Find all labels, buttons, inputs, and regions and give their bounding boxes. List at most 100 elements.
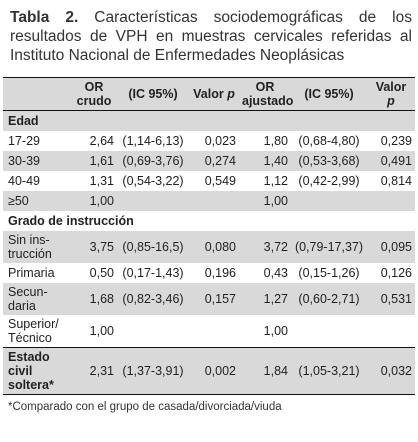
header-cell: Valor p xyxy=(367,78,415,111)
cell: 0,157 xyxy=(204,291,236,306)
cell: 0,491 xyxy=(380,153,412,168)
empty-cell xyxy=(117,315,189,348)
table-row: Sin ins- trucción 3,75 (0,85-16,5) 0,080 3,7… xyxy=(3,230,415,263)
row-label: 17-29 xyxy=(8,133,40,148)
header-cell: OR ajustado xyxy=(239,78,294,111)
table-row: Estado civil soltera* 2,31 (1,37-3,91) 0,00… xyxy=(3,347,415,394)
cell: 0,023 xyxy=(204,133,236,148)
header-variable: p xyxy=(387,94,395,108)
header-text: OR ajustado xyxy=(242,80,294,108)
cell: 1,00 xyxy=(263,193,288,208)
cell: 1,80 xyxy=(263,133,288,148)
page: {"title": {"label": "Tabla 2.", "text": … xyxy=(0,8,418,442)
row-label: ≥50 xyxy=(8,193,29,208)
cell: (0,15-1,26) xyxy=(298,265,360,280)
empty-cell xyxy=(367,315,415,348)
table-row: ≥50 1,00 1,00 xyxy=(3,190,415,211)
row-label: Sin ins- trucción xyxy=(8,232,52,261)
cell: 0,531 xyxy=(380,291,412,306)
header-cell: Valor p xyxy=(189,78,239,111)
cell: 1,31 xyxy=(89,173,114,188)
cell: (0,82-3,46) xyxy=(122,291,184,306)
header-text: Valor xyxy=(375,80,407,94)
cell: 0,126 xyxy=(380,265,412,280)
header-cell xyxy=(3,78,71,111)
header-cell: (IC 95%) xyxy=(291,78,367,111)
cell: 0,239 xyxy=(380,133,412,148)
title: Tabla 2. Características sociodemográfic… xyxy=(10,8,412,65)
cell: (0,60-2,71) xyxy=(298,291,360,306)
cell: 1,40 xyxy=(263,153,288,168)
table-row: 40-49 1,31 (0,54-3,22) 0,549 1,12 (0,42-2,99)… xyxy=(3,171,415,191)
table-row: Primaria 0,50 (0,17-1,43) 0,196 0,43 (0,15-1,… xyxy=(3,263,415,283)
cell: 0,080 xyxy=(204,239,236,254)
cell: 0,095 xyxy=(380,239,412,254)
table-row: Edad xyxy=(3,110,415,131)
empty-cell xyxy=(367,191,415,211)
row-label: Estado civil soltera* xyxy=(8,349,54,392)
cell: 1,00 xyxy=(263,323,288,338)
section-header: Grado de instrucción xyxy=(8,213,134,228)
row-label: 40-49 xyxy=(8,173,40,188)
section-header: Edad xyxy=(8,113,39,128)
table-row: 17-29 2,64 (1,14-6,13) 0,023 1,80 (0,68-4,80)… xyxy=(3,131,415,151)
header-cell: (IC 95%) xyxy=(117,78,189,111)
cell: (0,54-3,22) xyxy=(122,173,184,188)
cell: (0,17-1,43) xyxy=(122,265,184,280)
cell: (1,37-3,91) xyxy=(122,363,184,378)
header-variable: p xyxy=(227,87,235,101)
header-text: (IC 95%) xyxy=(128,87,178,101)
row-label: 30-39 xyxy=(8,153,40,168)
cell: (0,68-4,80) xyxy=(298,133,360,148)
cell: 3,72 xyxy=(263,239,288,254)
row-label: Primaria xyxy=(8,265,55,280)
row-label: Secun- daria xyxy=(8,284,48,313)
cell: 1,12 xyxy=(263,173,288,188)
cell: (0,85-16,5) xyxy=(122,239,184,254)
cell: 1,68 xyxy=(89,291,114,306)
cell: 1,84 xyxy=(263,363,288,378)
cell: 1,27 xyxy=(263,291,288,306)
cell: 3,75 xyxy=(89,239,114,254)
cell: 1,61 xyxy=(89,153,114,168)
cell: 0,50 xyxy=(89,265,114,280)
table-body: Edad 17-29 2,64 (1,14-6,13) 0,023 1,80 (0,68-4… xyxy=(3,110,415,394)
header-text: Valor xyxy=(193,87,224,101)
table-label: Tabla 2. xyxy=(10,9,79,26)
cell: (0,53-3,68) xyxy=(298,153,360,168)
title-text: Características sociodemográficas de los… xyxy=(10,9,412,64)
cell: 0,549 xyxy=(204,173,236,188)
empty-cell xyxy=(189,191,239,211)
empty-cell xyxy=(189,315,239,348)
table-row: Grado de instrucción xyxy=(3,211,415,231)
empty-cell xyxy=(291,315,367,348)
cell: 0,274 xyxy=(204,153,236,168)
empty-cell xyxy=(117,191,189,211)
table-row: Secun- daria 1,68 (0,82-3,46) 0,157 1,27 (0,6… xyxy=(3,282,415,315)
header-cell: OR crudo xyxy=(71,78,117,111)
cell: 1,00 xyxy=(89,193,114,208)
header-text: OR crudo xyxy=(76,80,112,108)
cell: (0,69-3,76) xyxy=(122,153,184,168)
cell: 0,032 xyxy=(380,363,412,378)
cell: (0,79-17,37) xyxy=(294,239,364,254)
cell: 2,31 xyxy=(89,363,114,378)
cell: 0,814 xyxy=(380,173,412,188)
cell: 2,64 xyxy=(89,133,114,148)
cell: 0,002 xyxy=(204,363,236,378)
cell: (1,14-6,13) xyxy=(122,133,184,148)
row-label: Superior/ Técnico xyxy=(8,316,59,345)
footnote: *Comparado con el grupo de casada/divorc… xyxy=(8,400,282,413)
empty-cell xyxy=(291,191,367,211)
cell: 0,43 xyxy=(263,265,288,280)
results-table: OR crudo (IC 95%) Valor p OR ajustado (IC 95… xyxy=(3,77,415,395)
table-row: 30-39 1,61 (0,69-3,76) 0,274 1,40 (0,53-3,68)… xyxy=(3,150,415,171)
cell: (1,05-3,21) xyxy=(298,363,360,378)
header-row: OR crudo (IC 95%) Valor p OR ajustado (IC 95… xyxy=(3,77,415,111)
cell: 1,00 xyxy=(89,323,114,338)
cell: 0,196 xyxy=(204,265,236,280)
cell: (0,42-2,99) xyxy=(298,173,360,188)
table-row: Superior/ Técnico 1,00 1,00 xyxy=(3,315,415,348)
header-text: (IC 95%) xyxy=(304,87,354,101)
table-header: OR crudo (IC 95%) Valor p OR ajustado (IC 95… xyxy=(3,77,415,111)
